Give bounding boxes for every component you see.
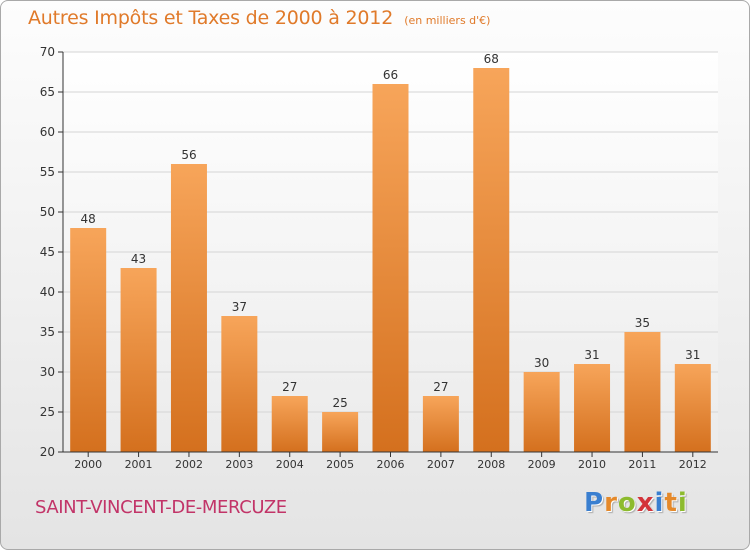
x-tick-label: 2003 xyxy=(225,458,253,471)
logo-letter: P xyxy=(584,488,605,518)
y-tick-label: 20 xyxy=(40,445,55,459)
x-tick-label: 2001 xyxy=(125,458,153,471)
bar xyxy=(574,364,611,452)
chart-subtitle: (en milliers d'€) xyxy=(404,14,491,27)
bar xyxy=(70,228,107,452)
y-tick-label: 35 xyxy=(40,325,55,339)
x-tick-label: 2010 xyxy=(578,458,606,471)
bar-value-label: 27 xyxy=(282,380,297,394)
bar-value-label: 31 xyxy=(685,348,700,362)
y-tick-label: 55 xyxy=(40,165,55,179)
bar-value-label: 31 xyxy=(584,348,599,362)
proxiti-logo: Proxiti xyxy=(584,488,688,518)
bar xyxy=(473,68,510,452)
logo-letter: t xyxy=(664,488,678,518)
bar-value-label: 43 xyxy=(131,252,146,266)
x-tick-label: 2002 xyxy=(175,458,203,471)
bar-value-label: 66 xyxy=(383,68,398,82)
x-tick-label: 2004 xyxy=(276,458,304,471)
y-tick-label: 45 xyxy=(40,245,55,259)
logo-letter: i xyxy=(654,488,665,518)
logo-letter: o xyxy=(617,488,637,518)
bar xyxy=(221,316,258,452)
x-tick-label: 2006 xyxy=(377,458,405,471)
x-tick-label: 2000 xyxy=(74,458,102,471)
bar xyxy=(422,396,459,452)
y-tick-label: 60 xyxy=(40,125,55,139)
bar-value-label: 25 xyxy=(332,396,347,410)
bar xyxy=(624,332,661,452)
x-tick-label: 2012 xyxy=(679,458,707,471)
y-tick-label: 50 xyxy=(40,205,55,219)
y-tick-label: 65 xyxy=(40,85,55,99)
x-tick-label: 2005 xyxy=(326,458,354,471)
bar xyxy=(271,396,308,452)
y-tick-label: 25 xyxy=(40,405,55,419)
bar-value-label: 37 xyxy=(232,300,247,314)
logo-letter: r xyxy=(604,488,618,518)
bar xyxy=(372,84,409,452)
commune-name: SAINT-VINCENT-DE-MERCUZE xyxy=(35,497,287,518)
plot-area: 20 25 30 35 40 45 50 55 60 65 70 48 2000 43 2001 56 2002… xyxy=(40,45,718,471)
logo-letter: i xyxy=(677,488,688,518)
logo-letter: x xyxy=(636,488,655,518)
title-row: Autres Impôts et Taxes de 2000 à 2012 (e… xyxy=(28,7,490,29)
x-tick-label: 2007 xyxy=(427,458,455,471)
bar-value-label: 48 xyxy=(81,212,96,226)
bar xyxy=(170,164,207,452)
x-tick-label: 2011 xyxy=(628,458,656,471)
bar-value-label: 30 xyxy=(534,356,549,370)
chart-title: Autres Impôts et Taxes de 2000 à 2012 xyxy=(28,7,394,29)
bar-value-label: 68 xyxy=(484,52,499,66)
x-tick-label: 2008 xyxy=(477,458,505,471)
bar xyxy=(523,372,560,452)
bar xyxy=(322,412,359,452)
x-tick-label: 2009 xyxy=(528,458,556,471)
bar-value-label: 56 xyxy=(181,148,196,162)
bar xyxy=(120,268,157,452)
y-tick-label: 30 xyxy=(40,365,55,379)
bar xyxy=(674,364,711,452)
y-tick-label: 70 xyxy=(40,45,55,59)
bar-value-label: 27 xyxy=(433,380,448,394)
bar-value-label: 35 xyxy=(635,316,650,330)
y-tick-label: 40 xyxy=(40,285,55,299)
